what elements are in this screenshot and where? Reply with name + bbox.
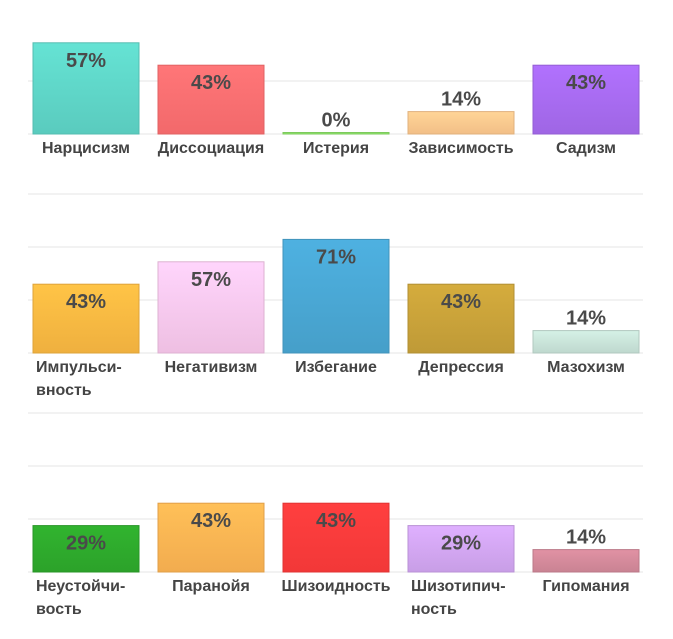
category-label: ность — [411, 601, 457, 618]
bar-group: 43% Диссоциация — [157, 64, 265, 157]
bar-value-label: 57% — [66, 50, 106, 72]
category-label: Мазохизм — [547, 359, 625, 376]
bar — [32, 525, 140, 573]
bar-value-label: 29% — [66, 533, 106, 555]
category-label: вость — [36, 601, 82, 618]
bar — [282, 132, 390, 135]
bar — [32, 283, 140, 354]
bar — [157, 64, 265, 135]
bar — [282, 502, 390, 573]
category-label: Зависимость — [408, 140, 513, 157]
bar-group: 43% Депрессия — [407, 283, 515, 376]
bar-group: 57% Негативизм — [157, 261, 265, 376]
bar-group: 43% Шизоидность — [281, 502, 391, 595]
bar-group: 57% Нарцисизм — [32, 42, 140, 157]
category-label: Депрессия — [418, 359, 504, 376]
bar — [532, 330, 640, 354]
bar-value-label: 43% — [191, 72, 231, 94]
chart-panel-1: 57% Нарцисизм 43% Диссоциация 0% Истерия 14% За… — [28, 42, 643, 157]
bar — [157, 502, 265, 573]
bar-group: 0% Истерия — [282, 110, 390, 157]
chart-panel-3: 29% Неустойчи-вость 43% Паранойя 43% Шизоидно… — [28, 412, 643, 618]
category-label: Импульси- — [36, 359, 122, 376]
bar-value-label: 43% — [566, 72, 606, 94]
category-label: Нарцисизм — [42, 140, 130, 157]
bar-value-label: 71% — [316, 246, 356, 268]
category-label: Неустойчи- — [36, 578, 125, 595]
bar-group: 29% Неустойчи-вость — [32, 525, 140, 618]
bar-value-label: 14% — [441, 89, 481, 111]
bar — [407, 283, 515, 354]
category-label: Садизм — [556, 140, 616, 157]
bar-value-label: 43% — [316, 510, 356, 532]
bar-value-label: 43% — [441, 291, 481, 313]
category-label: Избегание — [295, 359, 377, 376]
bar-group: 14% Мазохизм — [532, 308, 640, 376]
bar-group: 14% Зависимость — [407, 89, 515, 157]
bar-value-label: 43% — [66, 291, 106, 313]
bar-value-label: 57% — [191, 269, 231, 291]
bar-value-label: 29% — [441, 533, 481, 555]
category-label: Истерия — [303, 140, 369, 157]
category-label: Шизотипич- — [411, 578, 506, 595]
bar-group: 43% Паранойя — [157, 502, 265, 595]
bar-group: 29% Шизотипич-ность — [407, 525, 515, 618]
category-label: Негативизм — [165, 359, 258, 376]
category-label: Гипомания — [542, 578, 629, 595]
bar-group: 43% Садизм — [532, 64, 640, 157]
category-label: Шизоидность — [281, 578, 390, 595]
chart-panel-2: 43% Импульси-вность 57% Негативизм 71% Избега… — [28, 193, 643, 399]
bar-value-label: 14% — [566, 308, 606, 330]
bar — [532, 549, 640, 573]
bar — [407, 111, 515, 135]
bar — [532, 64, 640, 135]
bar-value-label: 14% — [566, 527, 606, 549]
bar-group: 71% Избегание — [282, 238, 390, 376]
bar-value-label: 0% — [322, 110, 351, 132]
bar — [157, 261, 265, 354]
bar-value-label: 43% — [191, 510, 231, 532]
bar — [407, 525, 515, 573]
bar — [282, 238, 390, 354]
bar-group: 43% Импульси-вность — [32, 283, 140, 399]
bar — [32, 42, 140, 135]
category-label: Диссоциация — [158, 140, 264, 157]
category-label: вность — [36, 382, 92, 399]
category-label: Паранойя — [172, 578, 250, 595]
bar-group: 14% Гипомания — [532, 527, 640, 595]
